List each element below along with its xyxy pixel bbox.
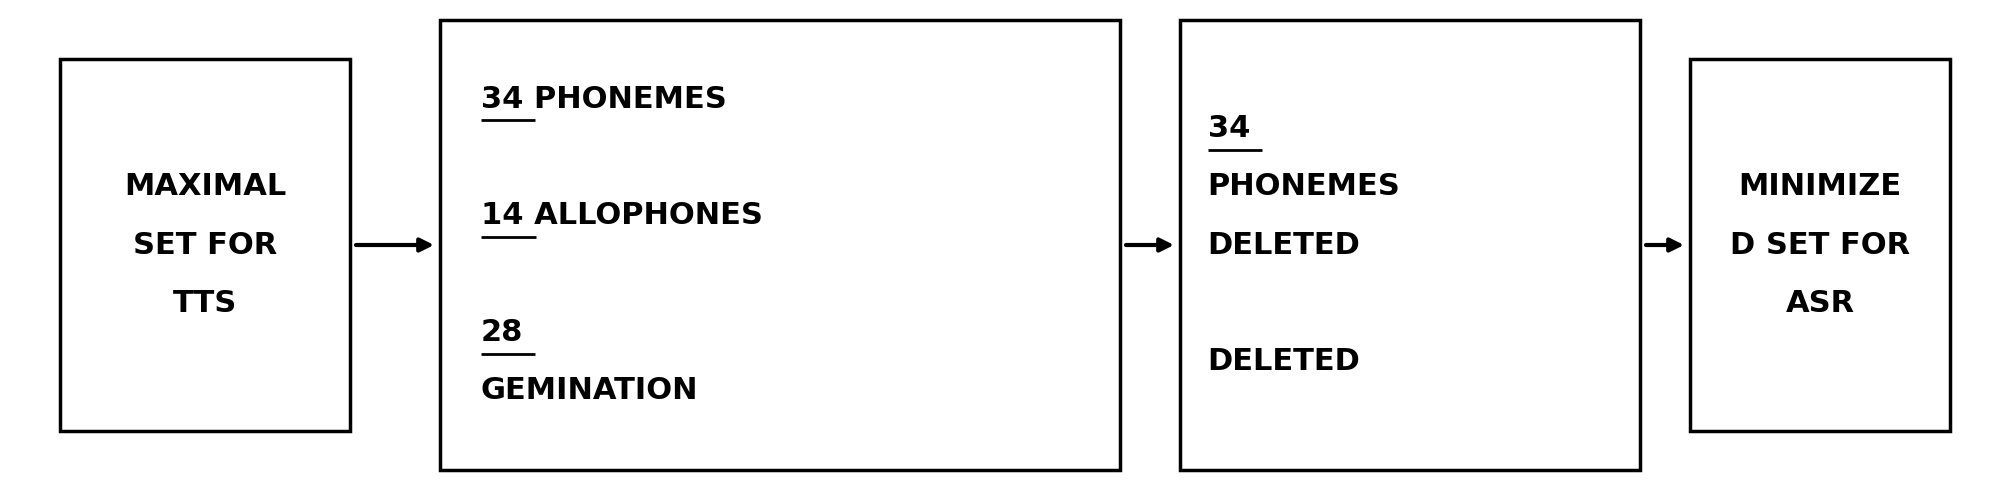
Text: MAXIMAL: MAXIMAL bbox=[124, 172, 286, 201]
Text: ASR: ASR bbox=[1786, 289, 1854, 318]
Text: SET FOR: SET FOR bbox=[132, 230, 278, 260]
Bar bbox=[60, 59, 350, 431]
Text: PHONEMES: PHONEMES bbox=[1208, 172, 1400, 201]
Text: DELETED: DELETED bbox=[1208, 230, 1360, 260]
Text: 28: 28 bbox=[480, 318, 524, 347]
Text: D SET FOR: D SET FOR bbox=[1730, 230, 1910, 260]
Text: DELETED: DELETED bbox=[1208, 347, 1360, 376]
Text: GEMINATION: GEMINATION bbox=[480, 376, 698, 405]
Text: 34 PHONEMES: 34 PHONEMES bbox=[480, 85, 726, 114]
Bar bbox=[440, 20, 1120, 470]
Bar bbox=[1690, 59, 1950, 431]
Text: TTS: TTS bbox=[172, 289, 238, 318]
Text: MINIMIZE: MINIMIZE bbox=[1738, 172, 1902, 201]
Bar bbox=[1180, 20, 1640, 470]
Text: 34: 34 bbox=[1208, 114, 1250, 143]
Text: 14 ALLOPHONES: 14 ALLOPHONES bbox=[480, 201, 762, 230]
